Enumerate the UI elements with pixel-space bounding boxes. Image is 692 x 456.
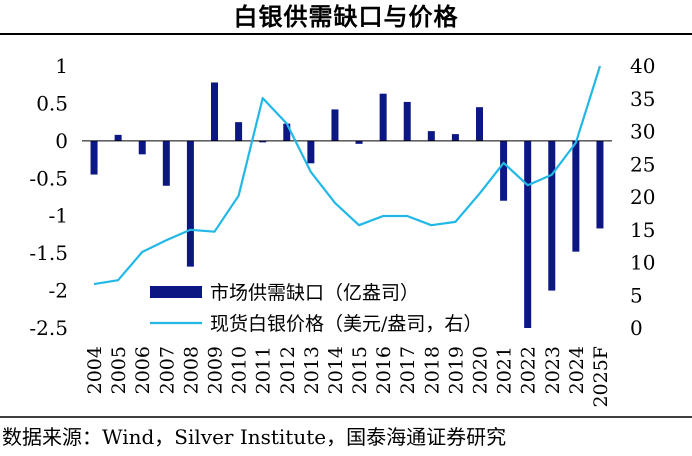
- left-tick-label: 0: [55, 129, 68, 153]
- right-tick-label: 15: [630, 218, 655, 242]
- bar-2004: [90, 140, 98, 175]
- x-axis-labels: 2004 2005 2006 2007 2008 2009 2010 2011 2012 2013…: [84, 346, 612, 408]
- x-tick-label: 2025F: [590, 346, 612, 408]
- price-line: [93, 65, 602, 286]
- x-tick-label: 2018: [421, 346, 443, 394]
- bar-2022: [524, 140, 532, 328]
- left-tick-label: 1: [55, 54, 68, 78]
- bar-2020: [476, 107, 483, 141]
- right-tick-label: 10: [630, 251, 655, 275]
- x-tick-label: 2012: [277, 346, 299, 394]
- bar-2011: [259, 140, 267, 143]
- legend-label: 现货白银价格（美元/盎司，右）: [210, 313, 482, 335]
- left-tick-label: 0.5: [36, 91, 68, 115]
- x-tick-label: 2010: [229, 346, 251, 394]
- right-tick-label: 5: [630, 283, 643, 307]
- x-tick-label: 2013: [301, 346, 323, 394]
- right-tick-label: 25: [630, 152, 655, 176]
- left-tick-label: -1.5: [29, 241, 68, 265]
- legend-label: 市场供需缺口（亿盎司）: [210, 282, 419, 304]
- right-tick-label: 35: [630, 87, 655, 111]
- x-tick-label: 2022: [518, 346, 540, 394]
- x-tick-label: 2024: [566, 346, 588, 394]
- x-tick-label: 2021: [494, 346, 516, 394]
- bar-2013: [307, 140, 315, 164]
- bar-2012: [283, 123, 291, 141]
- x-tick-label: 2004: [84, 346, 106, 394]
- x-tick-label: 2019: [445, 346, 467, 394]
- bar-2014: [331, 109, 339, 141]
- right-tick-label: 30: [630, 120, 655, 144]
- right-tick-label: 0: [630, 316, 643, 340]
- bar-2024: [572, 140, 580, 252]
- right-tick-label: 40: [630, 54, 655, 78]
- x-tick-label: 2007: [156, 346, 178, 394]
- source-note: 数据来源：Wind，Silver Institute，国泰海通证券研究: [2, 425, 507, 449]
- left-tick-label: -2: [49, 279, 68, 303]
- x-tick-label: 2014: [325, 346, 347, 394]
- bar-2006: [138, 140, 146, 155]
- left-tick-label: -1: [49, 204, 68, 228]
- legend-bar-swatch: [150, 286, 202, 298]
- bar-2021: [500, 140, 508, 201]
- x-tick-label: 2005: [108, 346, 130, 394]
- right-tick-label: 20: [630, 185, 655, 209]
- x-tick-label: 2015: [349, 346, 371, 394]
- bar-2016: [379, 93, 387, 141]
- bar-series: [90, 82, 604, 328]
- bar-2008: [186, 140, 194, 267]
- left-tick-label: -2.5: [29, 316, 68, 340]
- line-series: [93, 65, 602, 286]
- x-tick-label: 2016: [373, 346, 395, 394]
- bar-2007: [162, 140, 170, 186]
- legend: 市场供需缺口（亿盎司） 现货白银价格（美元/盎司，右）: [150, 282, 482, 335]
- x-tick-label: 2020: [470, 346, 492, 394]
- x-tick-label: 2009: [205, 346, 227, 394]
- bar-2018: [427, 131, 435, 141]
- bar-2019: [451, 134, 459, 141]
- bar-2017: [403, 101, 411, 141]
- x-tick-label: 2011: [253, 346, 275, 394]
- bar-2010: [235, 122, 243, 141]
- right-axis-ticks: 40 35 30 25 20 15 10 5 0: [630, 54, 655, 340]
- bar-2023: [548, 140, 556, 291]
- bar-2009: [211, 82, 218, 141]
- bar-2015: [355, 140, 363, 144]
- bar-2025F: [596, 140, 604, 229]
- left-tick-label: -0.5: [29, 166, 68, 190]
- left-axis-ticks: 1 0.5 0 -0.5 -1 -1.5 -2 -2.5: [29, 54, 68, 340]
- x-tick-label: 2017: [397, 346, 419, 394]
- bar-2005: [114, 134, 122, 141]
- x-tick-label: 2008: [180, 346, 202, 394]
- x-tick-label: 2006: [132, 346, 154, 394]
- chart-title: 白银供需缺口与价格: [233, 3, 459, 31]
- x-tick-label: 2023: [542, 346, 564, 394]
